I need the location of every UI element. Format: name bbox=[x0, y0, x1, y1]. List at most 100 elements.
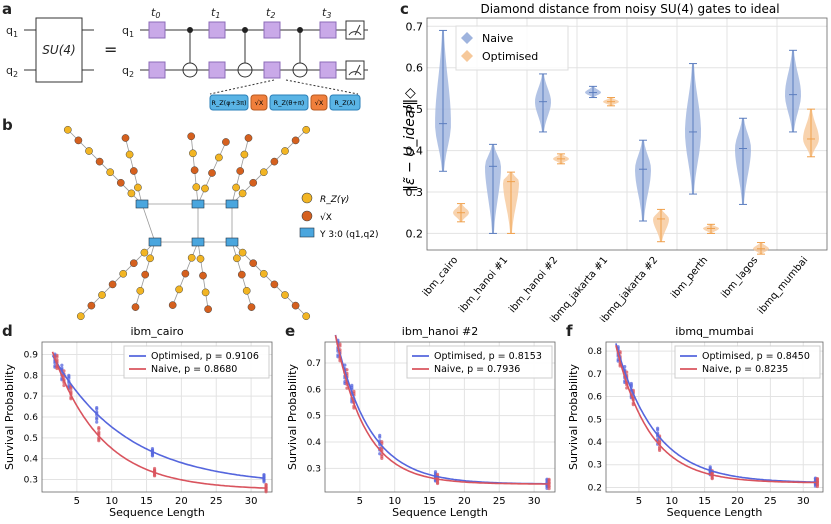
network-node bbox=[259, 269, 268, 278]
rb-xtick-label: 10 bbox=[105, 496, 118, 507]
rb-ytick-label: 0.4 bbox=[588, 438, 603, 448]
gate-t0-q1 bbox=[148, 21, 166, 39]
rb-ytick-label: 0.6 bbox=[588, 393, 603, 403]
rb-fit-curve bbox=[615, 345, 817, 484]
network-node bbox=[302, 312, 311, 321]
rb-xtick-label: 25 bbox=[764, 496, 777, 507]
rb-data-point bbox=[547, 477, 551, 481]
rb-xtick-label: 30 bbox=[797, 496, 810, 507]
network-node bbox=[291, 136, 300, 145]
rb-data-point bbox=[345, 368, 349, 372]
network-node bbox=[196, 254, 205, 263]
network-node bbox=[201, 288, 210, 297]
panel-label-d: d bbox=[2, 322, 13, 340]
process-tensor-block bbox=[191, 199, 205, 209]
violin-legend: Naive Optimised bbox=[455, 25, 569, 71]
rb-xtick-label: 25 bbox=[493, 496, 506, 507]
violin-ytick-label: 0.3 bbox=[406, 186, 424, 199]
panel-label-e: e bbox=[285, 322, 296, 340]
rb-data-point bbox=[150, 453, 155, 457]
rb-legend-box bbox=[674, 345, 821, 379]
violin-ytick-label: 0.4 bbox=[406, 145, 424, 158]
decomp-sx-1: √X bbox=[255, 99, 264, 107]
network-node bbox=[237, 270, 246, 279]
rb-ytick-label: 0.4 bbox=[24, 455, 39, 465]
rb-ytick-label: 0.4 bbox=[307, 438, 322, 448]
network-node bbox=[63, 125, 72, 134]
decomp-rz-1: R_Z(φ+3π) bbox=[211, 99, 246, 107]
process-tensor-block bbox=[135, 199, 149, 209]
rb-ytick-label: 0.5 bbox=[24, 434, 38, 444]
rb-ytick-label: 0.6 bbox=[24, 413, 39, 423]
network-node bbox=[129, 167, 138, 175]
network-node bbox=[121, 134, 130, 142]
rb-title: ibmq_mumbai bbox=[675, 325, 753, 338]
network-node bbox=[141, 270, 150, 279]
network-node bbox=[187, 132, 196, 141]
network-node bbox=[242, 286, 251, 295]
legend-rz-marker bbox=[301, 192, 313, 204]
rb-ytick-label: 0.8 bbox=[588, 347, 603, 357]
rb-fit-curve bbox=[51, 351, 266, 489]
rb-plot-frame bbox=[41, 341, 273, 493]
legend-sx-marker bbox=[301, 210, 313, 222]
q1-label-right: q1 bbox=[122, 24, 134, 39]
rb-title: ibm_cairo bbox=[130, 325, 183, 338]
rb-xtick-label: 5 bbox=[357, 496, 363, 507]
rb-data-point bbox=[264, 490, 268, 494]
rb-data-point bbox=[815, 479, 820, 483]
rb-legend-label: Naive, p = 0.8235 bbox=[702, 364, 788, 375]
rb-xtick-label: 30 bbox=[245, 496, 258, 507]
su4-gate-label: SU(4) bbox=[42, 43, 75, 57]
violin-ytick-label: 0.6 bbox=[406, 62, 424, 75]
violin-ytick-label: 0.7 bbox=[406, 20, 424, 33]
decomp-rz-2: R_Z(θ+π) bbox=[274, 99, 305, 107]
rb-ytick-label: 0.7 bbox=[588, 370, 602, 380]
q2-label-right: q2 bbox=[122, 64, 134, 79]
rb-data-point bbox=[95, 420, 99, 424]
rb-data-point bbox=[815, 484, 820, 489]
network-node bbox=[74, 136, 83, 145]
rb-legend-label: Optimised, p = 0.9106 bbox=[151, 351, 259, 362]
rb-ytick-label: 0.9 bbox=[24, 351, 39, 361]
rb-data-point bbox=[262, 480, 266, 484]
rb-xlabel: Sequence Length bbox=[109, 506, 205, 519]
measure-q1-icon bbox=[345, 20, 365, 40]
violin-title: Diamond distance from noisy SU(4) gates … bbox=[480, 2, 779, 16]
network-node bbox=[187, 253, 196, 262]
gate-t1-q2 bbox=[208, 61, 226, 79]
network-node bbox=[302, 125, 311, 134]
network-node bbox=[125, 150, 134, 159]
network-node bbox=[291, 301, 300, 310]
tensor-network-diagram: R_Z(γ) √X Υ 3:0 (q1,q2) bbox=[63, 125, 378, 321]
equals-sign: = bbox=[104, 40, 117, 59]
network-node bbox=[270, 157, 279, 166]
rb-data-point bbox=[710, 476, 714, 480]
violin-category-label: ibmq_mumbai bbox=[756, 255, 810, 317]
rb-fit-curve bbox=[51, 355, 266, 480]
rb-xtick-label: 25 bbox=[210, 496, 223, 507]
legend-naive-label: Naive bbox=[482, 32, 514, 45]
decomp-rz-3: R_Z(λ) bbox=[334, 99, 355, 107]
rb-xlabel: Sequence Length bbox=[392, 506, 488, 519]
rb-data-point bbox=[60, 363, 64, 367]
rb-xtick-label: 20 bbox=[458, 496, 471, 507]
decomp-sx-2: √X bbox=[315, 99, 324, 107]
panel-label-a: a bbox=[2, 0, 13, 18]
gate-t0-q2 bbox=[148, 61, 166, 79]
network-node bbox=[247, 303, 256, 311]
rb-data-point bbox=[547, 484, 551, 488]
legend-sx-label: √X bbox=[320, 212, 332, 223]
violin-category-label: ibm_hanoi #1 bbox=[457, 255, 510, 315]
network-node bbox=[175, 285, 183, 294]
rb-ytick-label: 0.2 bbox=[588, 483, 602, 493]
rb-xtick-label: 15 bbox=[423, 496, 436, 507]
violin-category-label: ibmq_jakarta #2 bbox=[599, 255, 661, 322]
rb-legend-label: Optimised, p = 0.8153 bbox=[434, 351, 542, 362]
rb-xtick-label: 30 bbox=[528, 496, 541, 507]
violin-category-label: ibm_cairo bbox=[421, 255, 460, 299]
circuit-diagram: q1 q2 q1 q2 SU(4) = t0 t1 t2 t3 R_Z(φ+3π… bbox=[6, 6, 368, 111]
legend-rz-label: R_Z(γ) bbox=[320, 195, 349, 205]
violin-category-label: ibmq_jakarta #1 bbox=[549, 255, 611, 322]
network-node bbox=[249, 178, 258, 187]
